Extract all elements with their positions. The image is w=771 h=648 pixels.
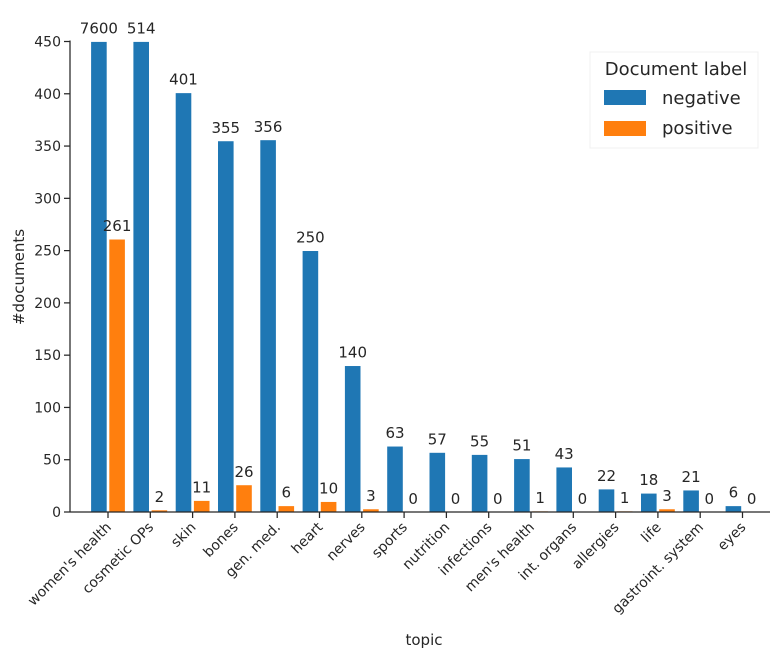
x-tick-label: nerves: [324, 520, 369, 565]
data-label-positive: 10: [319, 480, 338, 498]
data-label-positive: 11: [192, 478, 211, 496]
data-label-positive: 2: [155, 488, 165, 506]
x-tick-label: skin: [168, 520, 199, 551]
bar-negative: [132, 41, 150, 513]
data-label-positive: 3: [366, 487, 376, 505]
data-label-positive: 261: [103, 217, 132, 235]
bar-negative: [217, 140, 235, 513]
bars: [90, 41, 743, 513]
x-tick-label: bones: [201, 520, 242, 561]
legend-title: Document label: [605, 59, 748, 80]
legend: Document label negative positive: [589, 51, 759, 149]
bar-negative: [301, 250, 320, 513]
bar-negative: [724, 505, 743, 513]
data-label-positive: 1: [620, 489, 630, 507]
x-tick-label: life: [638, 520, 664, 546]
data-label-positive: 0: [747, 490, 757, 508]
y-axis-ticks: 0 50 100 150 200 250 300 350 400 450: [34, 35, 70, 521]
data-label-negative: 250: [296, 229, 325, 247]
y-tick-label: 150: [34, 348, 61, 364]
data-label-positive: 3: [662, 487, 672, 505]
data-label-negative: 355: [211, 119, 240, 137]
data-label-positive: 0: [408, 490, 418, 508]
data-label-negative: 514: [127, 20, 156, 38]
data-label-positive: 26: [234, 463, 253, 481]
y-tick-label: 450: [34, 35, 61, 51]
data-label-negative: 55: [470, 432, 489, 450]
bar-negative: [174, 92, 193, 513]
data-label-positive: 6: [282, 484, 292, 502]
y-tick-label: 250: [34, 244, 61, 260]
y-tick-label: 200: [34, 296, 61, 312]
x-tick-label: heart: [289, 519, 327, 557]
legend-label-positive: positive: [662, 118, 733, 139]
data-label-positive: 0: [705, 490, 715, 508]
data-label-negative: 63: [385, 424, 404, 442]
y-tick-label: 350: [34, 139, 61, 155]
bar-positive: [319, 501, 338, 513]
x-tick-label: eyes: [715, 520, 750, 555]
bar-negative: [344, 365, 362, 513]
x-axis-title: topic: [406, 631, 443, 648]
legend-swatch-negative: [604, 90, 646, 105]
data-label-negative: 57: [428, 430, 447, 448]
legend-swatch-positive: [604, 121, 646, 136]
bar-negative: [555, 466, 573, 513]
y-tick-label: 50: [43, 453, 61, 469]
bar-positive: [277, 505, 295, 513]
bar-negative: [640, 492, 658, 513]
bar-negative: [386, 445, 404, 513]
data-label-negative: 6: [729, 484, 739, 502]
data-label-negative: 140: [338, 344, 367, 362]
y-tick-label: 400: [34, 87, 61, 103]
data-label-negative: 18: [639, 471, 658, 489]
bar-negative: [682, 489, 700, 513]
data-label-positive: 1: [535, 489, 545, 507]
data-label-negative: 401: [169, 71, 198, 89]
data-label-negative: 51: [512, 437, 531, 455]
x-tick-label: allergies: [569, 520, 622, 573]
bar-positive: [108, 238, 126, 513]
bar-negative: [470, 454, 489, 513]
data-label-negative: 356: [254, 118, 283, 136]
y-tick-label: 300: [34, 191, 61, 207]
bar-positive: [193, 500, 211, 513]
data-label-negative: 22: [597, 467, 616, 485]
data-label-negative: 21: [682, 468, 701, 486]
y-axis-title: #documents: [10, 229, 28, 325]
data-label-negative: 7600: [80, 20, 118, 38]
legend-label-negative: negative: [662, 88, 741, 109]
x-tick-label: sports: [369, 520, 411, 562]
bar-negative: [90, 41, 108, 513]
bar-negative: [428, 452, 446, 513]
data-label-positive: 0: [451, 490, 461, 508]
data-label-positive: 0: [578, 490, 588, 508]
bar-positive: [235, 484, 253, 513]
bar-negative: [513, 458, 531, 513]
bar-negative: [597, 488, 616, 513]
data-label-negative: 43: [555, 445, 574, 463]
y-tick-label: 100: [34, 400, 61, 416]
data-label-positive: 0: [493, 490, 503, 508]
y-tick-label: 0: [52, 505, 61, 521]
bar-negative: [259, 139, 277, 513]
